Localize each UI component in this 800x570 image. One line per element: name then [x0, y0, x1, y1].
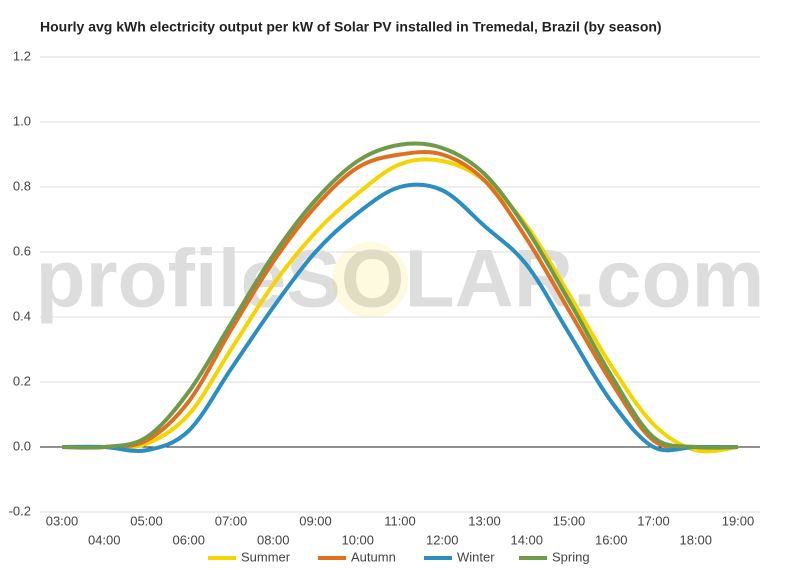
- x-tick-label: 05:00: [130, 513, 163, 528]
- x-tick-label: 09:00: [299, 513, 332, 528]
- legend-label: Summer: [241, 549, 291, 564]
- series-line: [61, 182, 738, 453]
- y-tick-label: 1.2: [13, 48, 31, 63]
- y-tick-label: 1.0: [13, 113, 31, 128]
- x-tick-label: 12:00: [426, 532, 459, 547]
- y-tick-label: 0.4: [13, 308, 31, 323]
- x-tick-label: 16:00: [595, 532, 628, 547]
- watermark-sun: [332, 242, 408, 318]
- x-tick-label: 13:00: [468, 513, 501, 528]
- y-tick-label: -0.2: [9, 503, 31, 518]
- legend-label: Spring: [552, 549, 590, 564]
- y-tick-label: 0.2: [13, 373, 31, 388]
- x-tick-label: 07:00: [215, 513, 248, 528]
- x-tick-label: 19:00: [722, 513, 755, 528]
- series-line: [61, 150, 739, 450]
- y-tick-label: 0.8: [13, 178, 31, 193]
- y-tick-label: 0.0: [13, 438, 31, 453]
- legend-label: Winter: [457, 549, 495, 564]
- x-tick-label: 15:00: [553, 513, 586, 528]
- x-tick-label: 03:00: [46, 513, 79, 528]
- x-tick-label: 17:00: [637, 513, 670, 528]
- x-tick-label: 10:00: [341, 532, 374, 547]
- x-tick-label: 08:00: [257, 532, 290, 547]
- x-tick-label: 18:00: [679, 532, 712, 547]
- x-tick-label: 14:00: [510, 532, 543, 547]
- y-tick-label: 0.6: [13, 243, 31, 258]
- x-tick-label: 06:00: [172, 532, 205, 547]
- series-line: [61, 157, 739, 454]
- chart-title: Hourly avg kWh electricity output per kW…: [40, 19, 662, 35]
- x-tick-label: 04:00: [88, 532, 121, 547]
- legend-label: Autumn: [351, 549, 396, 564]
- x-tick-label: 11:00: [384, 513, 416, 528]
- series-line: [61, 141, 739, 450]
- watermark: profileSOLAR.com: [36, 234, 765, 325]
